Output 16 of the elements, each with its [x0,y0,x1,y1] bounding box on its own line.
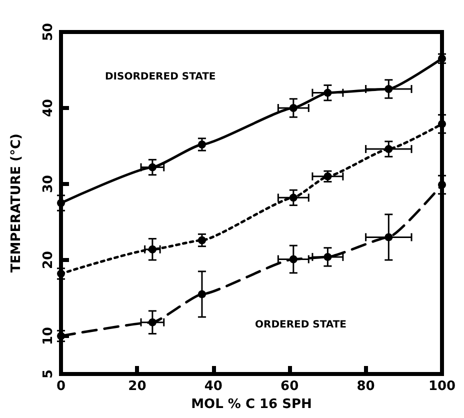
y-tick-label: 40 [41,98,56,118]
x-tick-label: 100 [428,379,456,394]
y-tick-label: 5 [41,369,56,379]
x-tick-label: 0 [56,379,66,394]
x-axis-title: MOL % C 16 SPH [191,397,312,412]
y-axis-title: TEMPERATURE (°C) [9,134,24,272]
y-tick-label: 30 [41,174,56,194]
x-tick-label: 40 [204,379,222,394]
x-tick-label: 60 [280,379,299,394]
y-tick-label: 10 [41,326,56,346]
y-tick-label: 20 [41,250,56,270]
y-tick-label: 50 [41,22,56,42]
annotation: ORDERED STATE [255,320,347,330]
x-tick-label: 80 [356,379,375,394]
x-tick-label: 20 [128,379,146,394]
annotation: DISORDERED STATE [105,72,216,82]
